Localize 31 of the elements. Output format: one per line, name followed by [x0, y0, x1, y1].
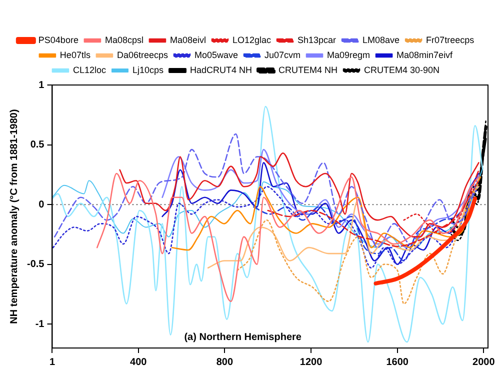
legend-label: LM08ave [362, 34, 400, 45]
legend-label: He07tls [60, 50, 91, 60]
y-axis-title: NH temperature anomaly (°C from 1881-1980) [8, 109, 20, 324]
y-tick-label: -0.5 [26, 259, 45, 270]
legend-label: CRUTEM4 30-90N [364, 64, 440, 75]
x-tick-label: 1 [49, 356, 56, 368]
x-tick-label: 1600 [386, 356, 409, 368]
x-tick-label: 800 [216, 356, 234, 368]
legend-label: Fr07treecps [426, 34, 475, 45]
legend-label: Ma08min7eivf [396, 50, 454, 60]
x-tick-label: 400 [130, 356, 148, 368]
legend-label: Sh13pcar [298, 34, 336, 45]
legend-label: HadCRUT4 NH [190, 64, 252, 75]
y-tick-label: 0 [38, 199, 45, 210]
legend-label: Ju07cvm [264, 50, 301, 60]
y-tick-label: 0.5 [30, 140, 45, 151]
legend-label: Ma08eivl [170, 34, 206, 45]
y-tick-label: -1 [35, 318, 45, 330]
x-tick-label: 1200 [300, 356, 323, 368]
legend-label: LO12glac [232, 34, 272, 45]
annotation: (a) Northern Hemisphere [184, 332, 302, 343]
legend-label: Ma09regm [327, 50, 370, 60]
x-tick-label: 2000 [472, 356, 496, 368]
legend-label: Lj10cps [132, 64, 164, 75]
legend-label: Mo05wave [194, 50, 238, 60]
legend-label: CL12loc [72, 64, 106, 75]
legend-label: Ma08cpsl [104, 34, 144, 45]
legend-label: PS04bore [38, 34, 78, 45]
y-tick-label: 1 [38, 80, 45, 91]
legend-label: CRUTEM4 NH [278, 64, 338, 75]
legend-label: Da06treecps [116, 50, 168, 60]
